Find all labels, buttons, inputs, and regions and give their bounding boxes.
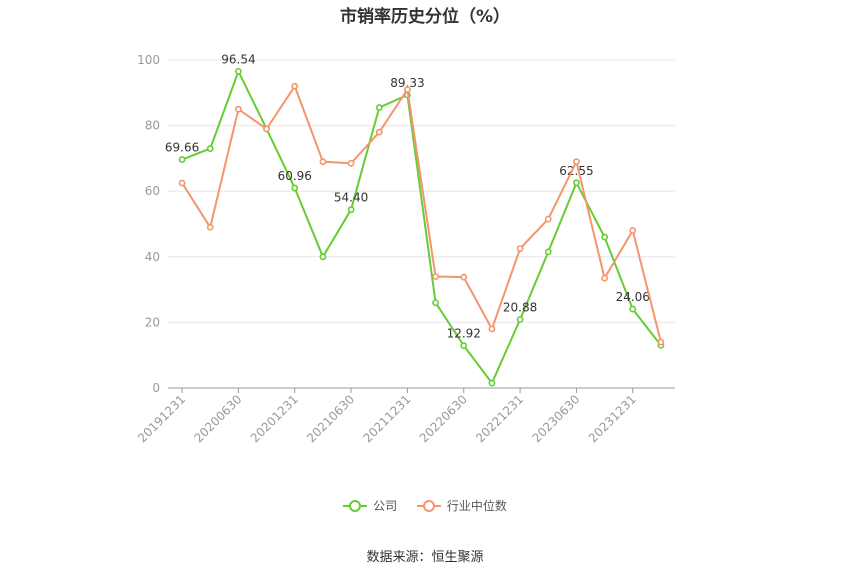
x-tick-label: 20231231 [586, 392, 639, 445]
data-source: 数据来源：恒生聚源 [366, 550, 484, 565]
data-point [235, 105, 242, 113]
legend-item-company[interactable]: 公司 [343, 497, 397, 514]
x-tick-label: 20201231 [248, 392, 301, 445]
data-point [291, 82, 299, 90]
y-tick-label: 80 [145, 119, 160, 133]
data-point [404, 86, 411, 93]
series-line [181, 70, 662, 385]
legend-swatch-industry [416, 499, 441, 513]
x-tick-label: 20191231 [135, 392, 188, 445]
y-tick-label: 0 [152, 381, 160, 395]
data-point [263, 125, 270, 133]
series-company: 69.66 96.54 60.96 54.40 89.33 12.92 20.88 62.55… [165, 52, 665, 387]
data-point [573, 179, 580, 187]
y-tick-label: 100 [137, 53, 160, 67]
data-point [544, 248, 552, 256]
data-point [516, 316, 524, 323]
data-point [601, 274, 608, 282]
data-point [601, 233, 608, 241]
data-point [178, 179, 186, 187]
data-label: 20.88 [503, 301, 537, 315]
data-label: 60.96 [278, 169, 312, 183]
legend-item-industry[interactable]: 行业中位数 [416, 497, 507, 514]
data-point [319, 158, 327, 166]
data-point [573, 158, 580, 166]
data-point [235, 67, 242, 75]
y-tick-label: 40 [145, 250, 160, 264]
data-label: 24.06 [616, 290, 650, 304]
x-tick-label: 20200630 [191, 392, 244, 445]
data-label: 96.54 [221, 52, 255, 66]
x-tick-label: 20221231 [473, 392, 526, 445]
data-point [657, 338, 665, 346]
data-label: 12.92 [447, 327, 481, 341]
data-point [432, 273, 439, 280]
data-label: 89.33 [390, 76, 424, 90]
x-tick-label: 20230630 [529, 392, 582, 445]
data-point [516, 245, 524, 252]
x-tick-label: 20210630 [304, 392, 357, 445]
data-label: 62.55 [559, 164, 593, 178]
data-point [206, 145, 214, 152]
data-point [291, 184, 299, 192]
data-point [206, 223, 214, 231]
data-point [347, 159, 355, 167]
legend-label-industry: 行业中位数 [446, 499, 507, 513]
data-point [488, 325, 496, 333]
y-tick-label: 60 [145, 184, 160, 198]
data-label: 69.66 [165, 141, 199, 155]
data-point [347, 206, 355, 213]
legend-label-company: 公司 [373, 499, 398, 513]
data-point [629, 227, 637, 234]
data-point [460, 273, 468, 281]
data-point [544, 215, 552, 223]
data-point [460, 342, 468, 350]
data-point [319, 253, 327, 261]
chart-title: 市销率历史分位（%） [339, 7, 511, 27]
chart-legend: 公司 行业中位数 [0, 497, 850, 516]
data-point [488, 379, 496, 387]
series-industry [178, 82, 665, 346]
x-tick-label: 20211231 [360, 392, 413, 445]
x-tick-label: 20220630 [417, 392, 470, 445]
legend-swatch-company [343, 499, 368, 513]
y-tick-label: 20 [145, 315, 160, 329]
data-label: 54.40 [334, 191, 368, 205]
series-line [181, 85, 662, 343]
data-point [432, 299, 439, 307]
data-point [375, 128, 383, 136]
data-point [178, 156, 186, 163]
data-point [629, 305, 637, 313]
data-point [375, 104, 383, 111]
